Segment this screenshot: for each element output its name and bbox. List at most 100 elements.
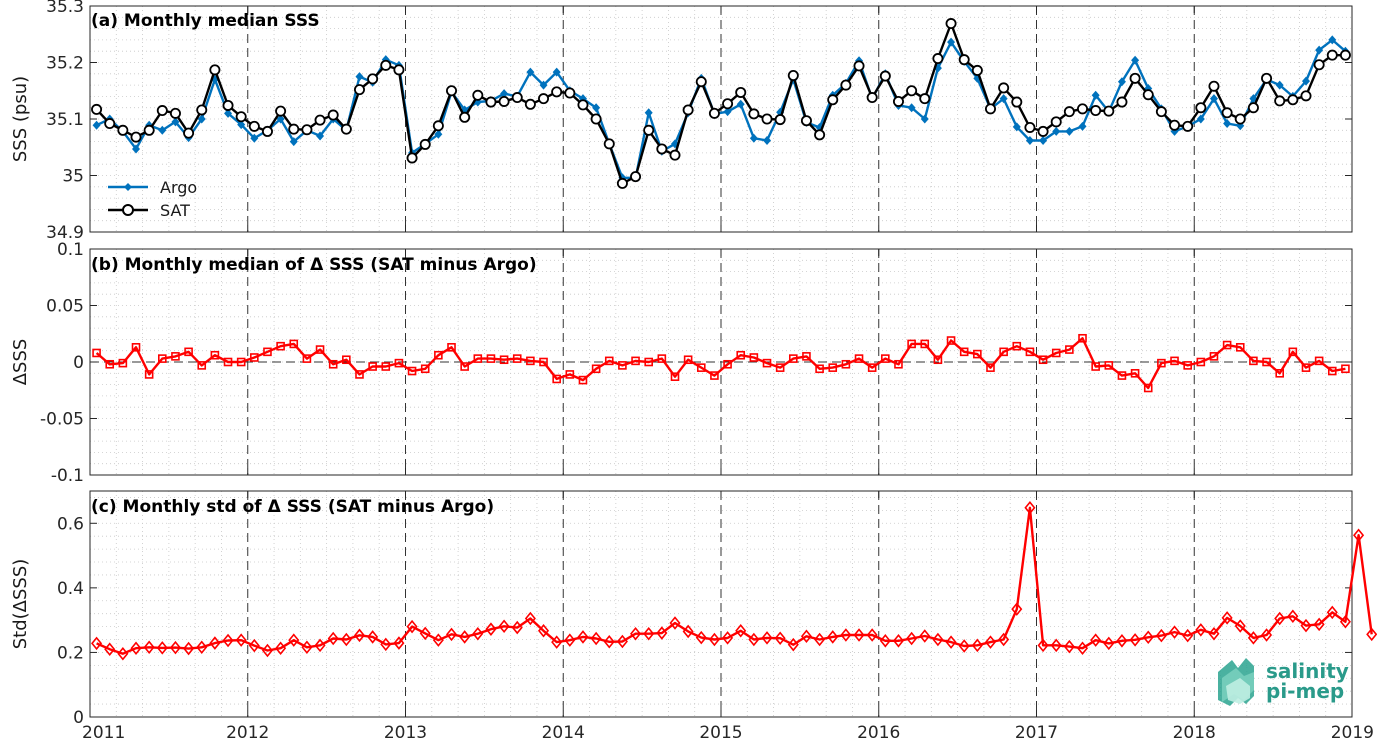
data-point (840, 79, 852, 91)
data-point (210, 350, 220, 360)
data-point (250, 353, 259, 362)
data-point (250, 133, 259, 143)
data-point (1117, 371, 1127, 380)
data-point (460, 362, 469, 371)
data-point (1011, 96, 1023, 108)
data-point (1065, 345, 1074, 354)
data-point (683, 355, 693, 365)
legend-sat-marker (122, 204, 134, 216)
data-point (1313, 617, 1325, 632)
y-tick-label: -0.1 (51, 466, 84, 486)
data-point (656, 626, 668, 640)
data-point (643, 626, 655, 641)
panel-a-series (91, 18, 1351, 189)
data-point (224, 108, 233, 118)
data-point (171, 352, 180, 361)
data-point (1328, 35, 1337, 45)
x-tick-label: 2016 (857, 723, 900, 743)
data-point (171, 117, 180, 127)
data-point (301, 124, 313, 136)
data-point (380, 637, 392, 652)
y-tick-label: 0.1 (57, 240, 84, 260)
data-point (222, 99, 234, 111)
x-tick-label: 2017 (1015, 723, 1058, 743)
data-point (551, 635, 563, 649)
data-point (1235, 343, 1245, 352)
data-point (340, 123, 352, 135)
data-point (459, 630, 471, 644)
data-point (958, 54, 970, 66)
data-point (499, 355, 509, 365)
data-point (1052, 126, 1061, 136)
data-point (945, 18, 957, 30)
x-tick-label: 2018 (1173, 723, 1216, 743)
data-point (1315, 45, 1324, 55)
data-point (355, 370, 364, 379)
data-point (1247, 631, 1259, 645)
data-point (1275, 368, 1284, 378)
data-point (472, 626, 484, 641)
data-point (710, 371, 719, 380)
panel-c-series (91, 501, 1377, 661)
data-point (1051, 348, 1061, 358)
data-point (1091, 362, 1100, 371)
data-point (524, 98, 536, 110)
data-point (670, 372, 680, 381)
data-point (814, 632, 826, 647)
y-tick-label: -0.05 (40, 410, 84, 430)
data-point (144, 370, 154, 379)
data-point (682, 104, 694, 116)
data-point (1182, 120, 1194, 132)
data-point (394, 358, 404, 368)
data-point (132, 144, 141, 154)
data-point (800, 115, 812, 127)
data-point (197, 361, 207, 370)
data-point (406, 152, 418, 164)
data-point (984, 103, 996, 115)
data-point (735, 86, 747, 98)
data-point (236, 357, 246, 367)
data-point (814, 129, 826, 141)
data-point (158, 125, 167, 135)
data-point (827, 94, 839, 106)
data-point (590, 113, 602, 125)
data-point (222, 633, 234, 648)
data-point (1024, 121, 1036, 133)
data-point (1221, 107, 1233, 119)
data-point (971, 638, 983, 653)
data-point (669, 149, 681, 161)
data-point (248, 638, 260, 653)
data-point (91, 636, 103, 651)
data-point (327, 109, 339, 121)
data-point (301, 640, 313, 655)
data-point (1025, 135, 1034, 145)
data-point (276, 114, 285, 124)
data-point (1155, 628, 1167, 643)
data-point (920, 339, 930, 349)
data-point (209, 64, 221, 76)
data-point (644, 108, 653, 118)
data-point (315, 345, 325, 354)
data-point (355, 72, 364, 82)
data-point (183, 641, 195, 656)
panel-a-x-ticks (89, 6, 1353, 232)
data-point (973, 349, 982, 359)
data-point (1262, 357, 1271, 367)
panel-c-y-ticks: 0 0.2 0.4 0.6 (57, 514, 1352, 728)
data-point (1155, 106, 1167, 118)
y-tick-label: 0.6 (57, 514, 84, 534)
data-point (932, 632, 944, 647)
data-point (604, 356, 614, 366)
data-point (551, 86, 563, 98)
series-line-p2 (96, 506, 1373, 655)
data-point (130, 131, 142, 143)
data-point (947, 37, 956, 47)
data-point (630, 626, 642, 641)
data-point (498, 95, 510, 107)
data-point (1076, 641, 1089, 655)
data-point (998, 82, 1010, 94)
data-point (368, 362, 377, 371)
data-point (367, 73, 379, 85)
data-point (761, 631, 773, 645)
data-point (1314, 356, 1324, 366)
